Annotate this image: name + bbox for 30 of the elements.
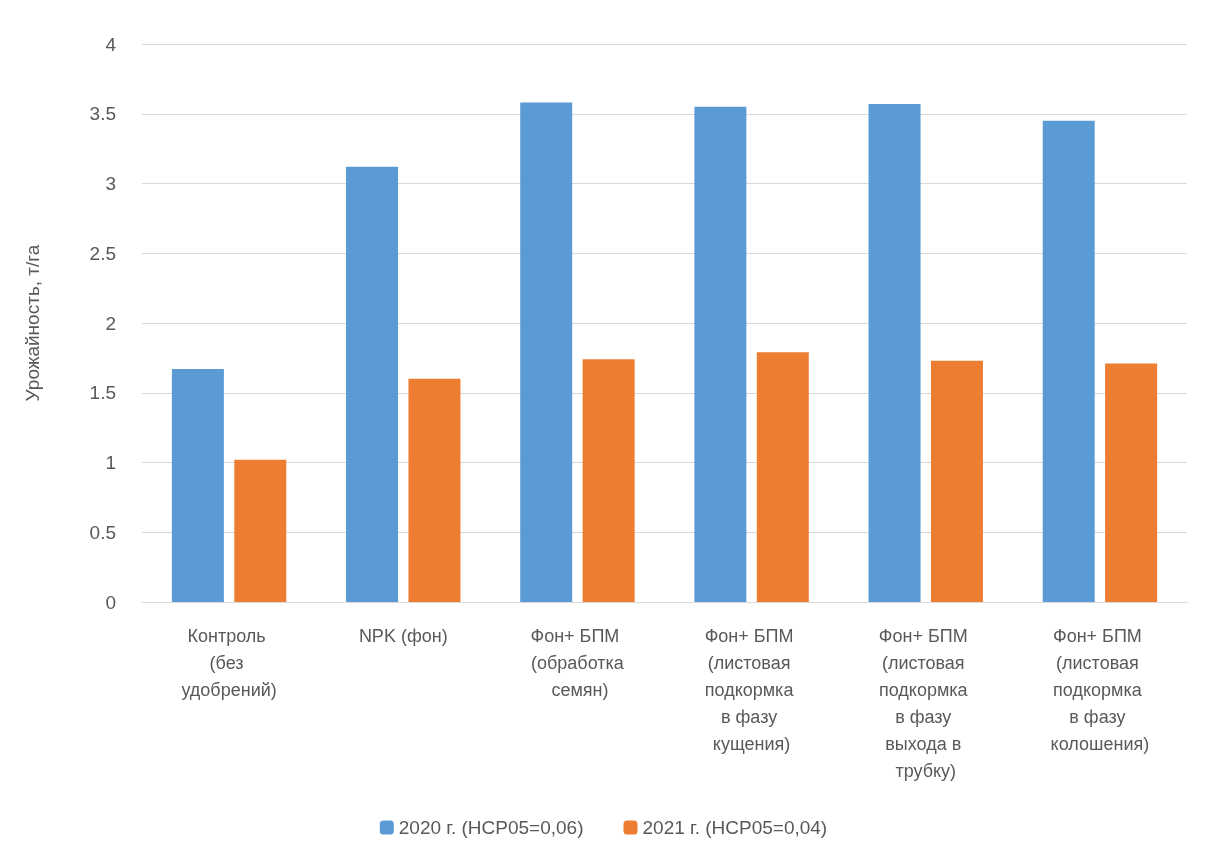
- bar: [1042, 120, 1095, 602]
- bar: [408, 378, 461, 602]
- y-tick-label: 2: [105, 312, 116, 334]
- x-tick-label: Фон+ БПМ (листовая подкормка в фазу кущения): [704, 625, 799, 754]
- y-tick-label: 0: [105, 591, 116, 613]
- bar: [234, 459, 287, 602]
- y-tick-label: 1.5: [89, 382, 116, 404]
- y-tick-label: 4: [105, 33, 117, 55]
- y-tick-label: 3: [105, 173, 116, 194]
- x-tick-label: Фон+ БПМ (листовая подкормка в фазу выхода в трубку): [878, 625, 973, 781]
- legend-label: 2020 г. (НСР05=0,06): [398, 817, 584, 838]
- bar: [171, 369, 224, 602]
- y-tick-label: 1: [105, 452, 116, 473]
- bar: [346, 166, 399, 602]
- legend-label: 2021 г. (НСР05=0,04): [642, 817, 828, 838]
- bar: [868, 103, 921, 602]
- x-tick-label: Фон+ БПМ (листовая подкормка в фазу колошения): [1050, 625, 1150, 754]
- y-tick-label: 3.5: [89, 103, 116, 125]
- y-tick-label: 0.5: [89, 521, 116, 543]
- x-tick-label: Контроль (без удобрений): [181, 625, 277, 700]
- bar: [756, 352, 809, 602]
- y-axis-title: Урожайность, т/га: [22, 244, 43, 402]
- bar: [520, 102, 573, 602]
- bar: [1105, 363, 1158, 602]
- y-tick-label: 2.5: [89, 242, 116, 264]
- x-tick-label: NPK (фон): [358, 625, 448, 646]
- x-tick-label: Фон+ БПМ (обработка семян): [530, 625, 625, 700]
- bar: [694, 106, 747, 602]
- bar: [582, 359, 635, 602]
- bar: [930, 360, 983, 602]
